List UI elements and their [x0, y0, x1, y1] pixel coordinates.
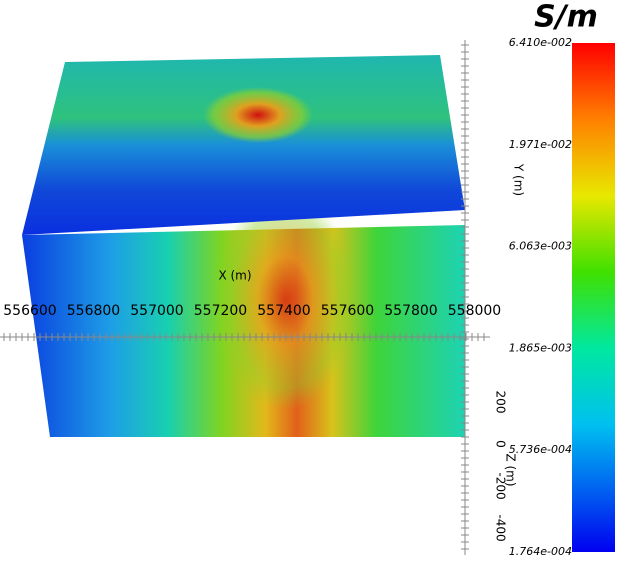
- x-tick-label: 556800: [67, 303, 120, 319]
- x-tick-label: 557000: [130, 303, 183, 319]
- colorbar-title: S/m: [534, 0, 598, 35]
- x-tick-label: 558000: [448, 303, 501, 319]
- z-tick-label: 0: [494, 440, 508, 448]
- colorbar-label: 1.971e-002: [509, 138, 572, 151]
- colorbar-label: 1.764e-004: [509, 545, 572, 558]
- colorbar: [572, 43, 615, 552]
- z-tick-label: -200: [494, 472, 508, 499]
- x-tick-label: 557600: [321, 303, 374, 319]
- anomaly-front: [215, 190, 355, 410]
- x-tick-label: 557400: [257, 303, 310, 319]
- colorbar-label: 6.063e-003: [509, 240, 572, 253]
- x-tick-label: 557800: [384, 303, 437, 319]
- colorbar-label: 6.410e-002: [509, 36, 572, 49]
- y-axis-title: Y (m): [512, 163, 526, 196]
- z-axis-title: Z (m): [504, 453, 518, 486]
- anomaly-top: [203, 87, 313, 143]
- colorbar-label: 5.736e-004: [509, 443, 572, 456]
- x-tick-label: 557200: [194, 303, 247, 319]
- block-top: [22, 55, 465, 235]
- z-tick-label: -400: [494, 514, 508, 541]
- z-tick-label: 200: [494, 391, 508, 414]
- x-axis-title: X (m): [218, 269, 251, 283]
- colorbar-label: 1.865e-003: [509, 341, 572, 354]
- x-tick-label: 556600: [3, 303, 56, 319]
